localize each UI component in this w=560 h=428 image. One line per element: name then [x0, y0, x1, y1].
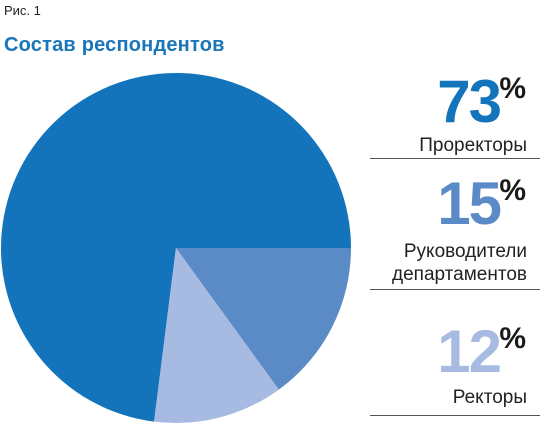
stat-unit: % [499, 322, 526, 355]
figure-label: Рис. 1 [4, 3, 41, 18]
stat-label: Проректоры [419, 135, 527, 156]
stat-divider [370, 289, 540, 290]
stat-value: 15 [437, 170, 502, 237]
stat-label: Ректоры [452, 387, 527, 408]
pie-slice-prorectors [0, 72, 352, 422]
pie-chart [0, 72, 352, 423]
chart-title: Состав респондентов [4, 34, 225, 56]
stat-value: 73 [437, 68, 502, 135]
stat-unit: % [499, 174, 526, 207]
pie-slice-department-heads [176, 248, 351, 390]
stat-rectors: 12 % Ректоры [370, 318, 540, 418]
stat-divider [370, 415, 540, 416]
pie-slice-rectors [154, 248, 279, 423]
stat-prorectors: 73 % Проректоры [370, 70, 540, 160]
stat-label: Руководители департаментов [392, 241, 527, 285]
stat-department-heads: 15 % Руководители департаментов [370, 170, 540, 290]
stat-divider [370, 158, 540, 159]
stat-value: 12 [437, 318, 502, 385]
stat-unit: % [499, 72, 526, 105]
